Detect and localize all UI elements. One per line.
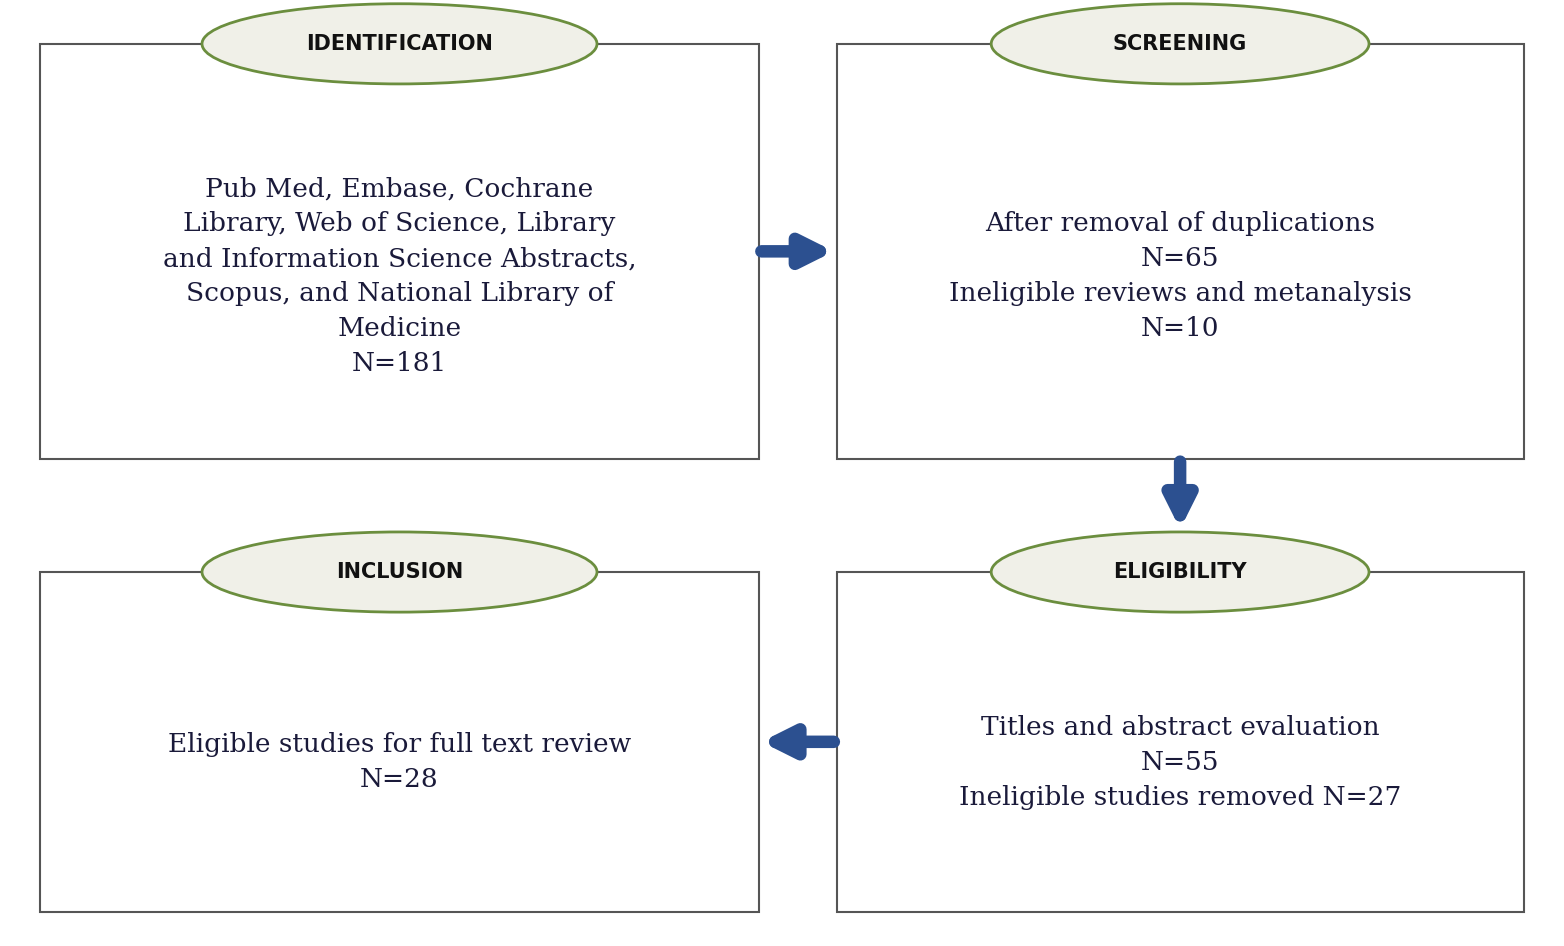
- Ellipse shape: [202, 532, 597, 612]
- Text: Eligible studies for full text review
N=28: Eligible studies for full text review N=…: [167, 732, 632, 792]
- Text: IDENTIFICATION: IDENTIFICATION: [307, 34, 493, 54]
- Text: INCLUSION: INCLUSION: [336, 562, 463, 582]
- Text: After removal of duplications
N=65
Ineligible reviews and metanalysis
N=10: After removal of duplications N=65 Ineli…: [949, 211, 1412, 342]
- FancyBboxPatch shape: [837, 44, 1523, 459]
- Text: Titles and abstract evaluation
N=55
Ineligible studies removed N=27: Titles and abstract evaluation N=55 Inel…: [959, 714, 1401, 810]
- Ellipse shape: [992, 4, 1368, 84]
- Ellipse shape: [992, 532, 1368, 612]
- FancyBboxPatch shape: [41, 44, 759, 459]
- Text: Pub Med, Embase, Cochrane
Library, Web of Science, Library
and Information Scien: Pub Med, Embase, Cochrane Library, Web o…: [163, 176, 637, 377]
- FancyBboxPatch shape: [837, 572, 1523, 912]
- FancyBboxPatch shape: [41, 572, 759, 912]
- Text: SCREENING: SCREENING: [1114, 34, 1247, 54]
- Text: ELIGIBILITY: ELIGIBILITY: [1114, 562, 1247, 582]
- Ellipse shape: [202, 4, 597, 84]
